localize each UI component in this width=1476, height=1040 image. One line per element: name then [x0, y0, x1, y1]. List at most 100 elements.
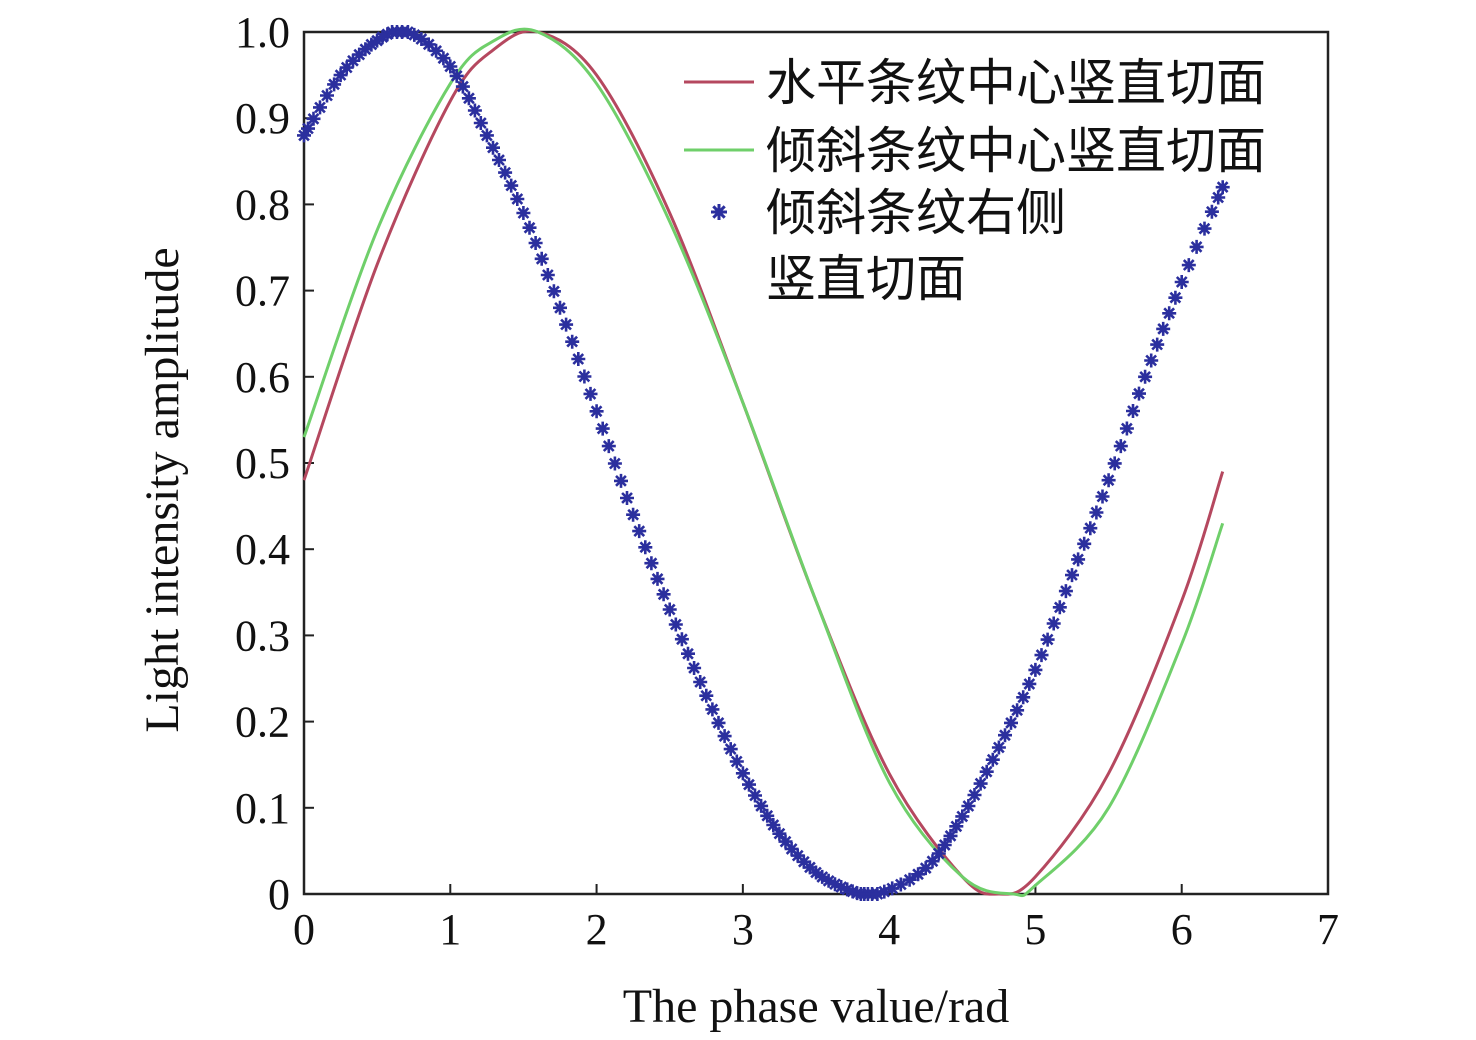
y-axis-title: Light intensity amplitude: [136, 247, 189, 732]
data-point: [979, 764, 994, 779]
data-point: [559, 317, 574, 332]
data-point: [375, 30, 390, 45]
y-tick-label: 0.1: [235, 784, 290, 833]
data-point: [1150, 337, 1165, 352]
data-point: [1077, 536, 1092, 551]
data-point: [421, 37, 436, 52]
data-point: [784, 841, 799, 856]
data-point: [414, 32, 429, 46]
data-point: [553, 300, 567, 315]
data-point: [693, 675, 708, 689]
data-point: [522, 220, 537, 235]
data-point: [1144, 353, 1159, 368]
data-point: [589, 404, 604, 419]
data-point: [565, 334, 580, 349]
data-point: [973, 776, 988, 791]
legend-item-1: 水平条纹中心竖直切面: [684, 54, 1266, 112]
data-point: [815, 869, 830, 884]
data-point: [1083, 521, 1098, 536]
data-point: [918, 861, 933, 876]
data-point: [352, 47, 367, 62]
data-point: [346, 53, 360, 68]
data-point: [821, 873, 836, 888]
data-point: [534, 251, 549, 266]
data-point: [949, 819, 964, 834]
y-tick-label: 0.3: [235, 611, 290, 660]
data-point: [1040, 632, 1055, 647]
y-tick-label: 0: [268, 870, 290, 919]
data-point: [985, 752, 1000, 767]
data-point: [473, 116, 488, 130]
data-point: [380, 27, 395, 42]
data-point: [1204, 204, 1219, 219]
data-point: [809, 865, 823, 880]
data-point: [656, 587, 671, 602]
data-point: [436, 51, 451, 66]
data-point: [955, 809, 970, 824]
x-tick-label: 7: [1317, 905, 1339, 954]
data-point: [358, 42, 373, 57]
data-point: [893, 877, 908, 892]
data-point: [845, 884, 860, 899]
x-axis-title: The phase value/rad: [623, 980, 1009, 1033]
y-tick-label: 0.5: [235, 439, 290, 488]
data-point: [711, 715, 726, 730]
data-point: [998, 728, 1012, 743]
data-point: [1113, 439, 1128, 454]
data-point: [748, 788, 762, 803]
data-point: [638, 540, 653, 555]
y-tick-label: 0.6: [235, 353, 290, 402]
data-point: [1107, 456, 1122, 471]
plot-area: [302, 30, 1330, 896]
data-point: [540, 268, 555, 282]
data-point: [498, 165, 513, 180]
data-point: [510, 192, 525, 206]
data-point: [1181, 258, 1196, 273]
data-point: [443, 59, 458, 74]
data-point: [407, 27, 422, 42]
data-point: [1156, 321, 1171, 336]
data-point: [1016, 690, 1031, 705]
data-point: [313, 100, 327, 115]
data-point: [766, 818, 781, 832]
data-point: [504, 178, 519, 193]
legend-label: 竖直切面: [766, 250, 966, 308]
data-point: [571, 352, 586, 366]
legend-label: 倾斜条纹右侧: [766, 184, 1066, 242]
y-tick-label: 0.7: [235, 267, 290, 316]
data-point: [1162, 306, 1177, 321]
data-point: [455, 79, 470, 94]
data-point: [1126, 404, 1140, 418]
series-layer: [297, 25, 1230, 901]
data-point: [754, 798, 769, 813]
data-point: [577, 369, 592, 384]
data-point: [595, 421, 610, 436]
y-tick-label: 0.9: [235, 94, 290, 143]
data-point: [1010, 703, 1025, 718]
data-point: [790, 848, 805, 863]
data-point: [902, 872, 917, 887]
data-point: [760, 808, 775, 823]
y-tick-label: 0.8: [235, 180, 290, 229]
y-axis: 0 0.1 0.2 0.3 0.4 0.5 0.6 0.7 0.8 0.9 1.0: [235, 8, 314, 919]
data-point: [1089, 505, 1104, 520]
data-point: [333, 68, 348, 83]
legend-label: 水平条纹中心竖直切面: [766, 54, 1266, 112]
legend-label: 倾斜条纹中心竖直切面: [766, 122, 1266, 180]
data-point: [717, 729, 732, 744]
y-tick-label: 1.0: [235, 8, 290, 57]
data-point: [301, 121, 315, 136]
legend-swatch: [711, 204, 727, 220]
data-point: [1189, 239, 1204, 254]
legend-item-2: 倾斜条纹中心竖直切面: [684, 122, 1266, 180]
data-point: [1046, 616, 1061, 631]
data-point: [723, 742, 738, 757]
data-point: [614, 473, 628, 488]
data-point: [828, 877, 842, 892]
data-point: [1211, 190, 1226, 205]
data-point: [937, 838, 952, 852]
data-point: [943, 828, 958, 843]
data-point: [931, 846, 946, 861]
